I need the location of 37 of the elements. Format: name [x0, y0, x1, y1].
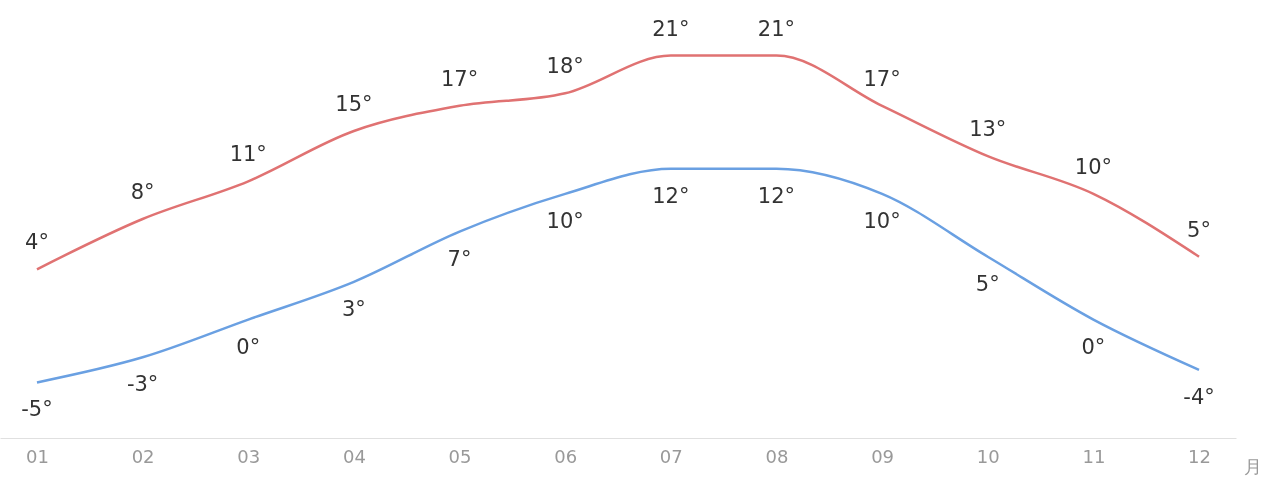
data-label: 21° — [757, 16, 796, 41]
data-label: 3° — [341, 296, 366, 321]
data-label: 18° — [546, 54, 584, 79]
data-label: 17° — [863, 66, 901, 91]
data-label: 13° — [969, 117, 1007, 142]
data-label: 7° — [447, 246, 472, 271]
x-axis-title: 月 — [1243, 455, 1262, 477]
data-label: 17° — [440, 66, 479, 91]
data-label: 10° — [546, 208, 584, 233]
x-tick-label: 07 — [659, 445, 683, 467]
data-label: -3° — [126, 372, 159, 397]
data-label: 4° — [25, 230, 49, 255]
x-tick-label: 06 — [554, 445, 578, 467]
data-label: 5° — [1187, 217, 1211, 242]
data-label: 12° — [652, 183, 690, 208]
data-label: 15° — [335, 92, 373, 116]
x-tick-label: 11 — [1082, 445, 1106, 467]
x-tick-label: 01 — [26, 445, 49, 467]
x-tick-label: 08 — [765, 445, 789, 467]
x-tick-label: 12 — [1188, 445, 1211, 467]
x-tick-label: 04 — [342, 445, 366, 467]
x-tick-label: 09 — [871, 445, 895, 467]
data-label: 8° — [130, 180, 155, 204]
x-tick-label: 05 — [448, 445, 472, 467]
data-label: 10° — [1074, 154, 1112, 179]
x-tick-label: 03 — [237, 445, 261, 467]
data-label: 5° — [975, 271, 1000, 296]
data-label: 12° — [757, 183, 796, 208]
data-label: 10° — [863, 208, 901, 233]
data-label: 21° — [652, 16, 690, 41]
x-tick-label: 02 — [131, 445, 155, 467]
data-label: 0° — [236, 334, 261, 359]
data-label: 0° — [1081, 334, 1106, 359]
data-label: -4° — [1183, 384, 1215, 409]
data-label: 11° — [229, 142, 267, 167]
data-label: -5° — [21, 397, 53, 422]
x-tick-label: 10 — [976, 445, 1000, 467]
